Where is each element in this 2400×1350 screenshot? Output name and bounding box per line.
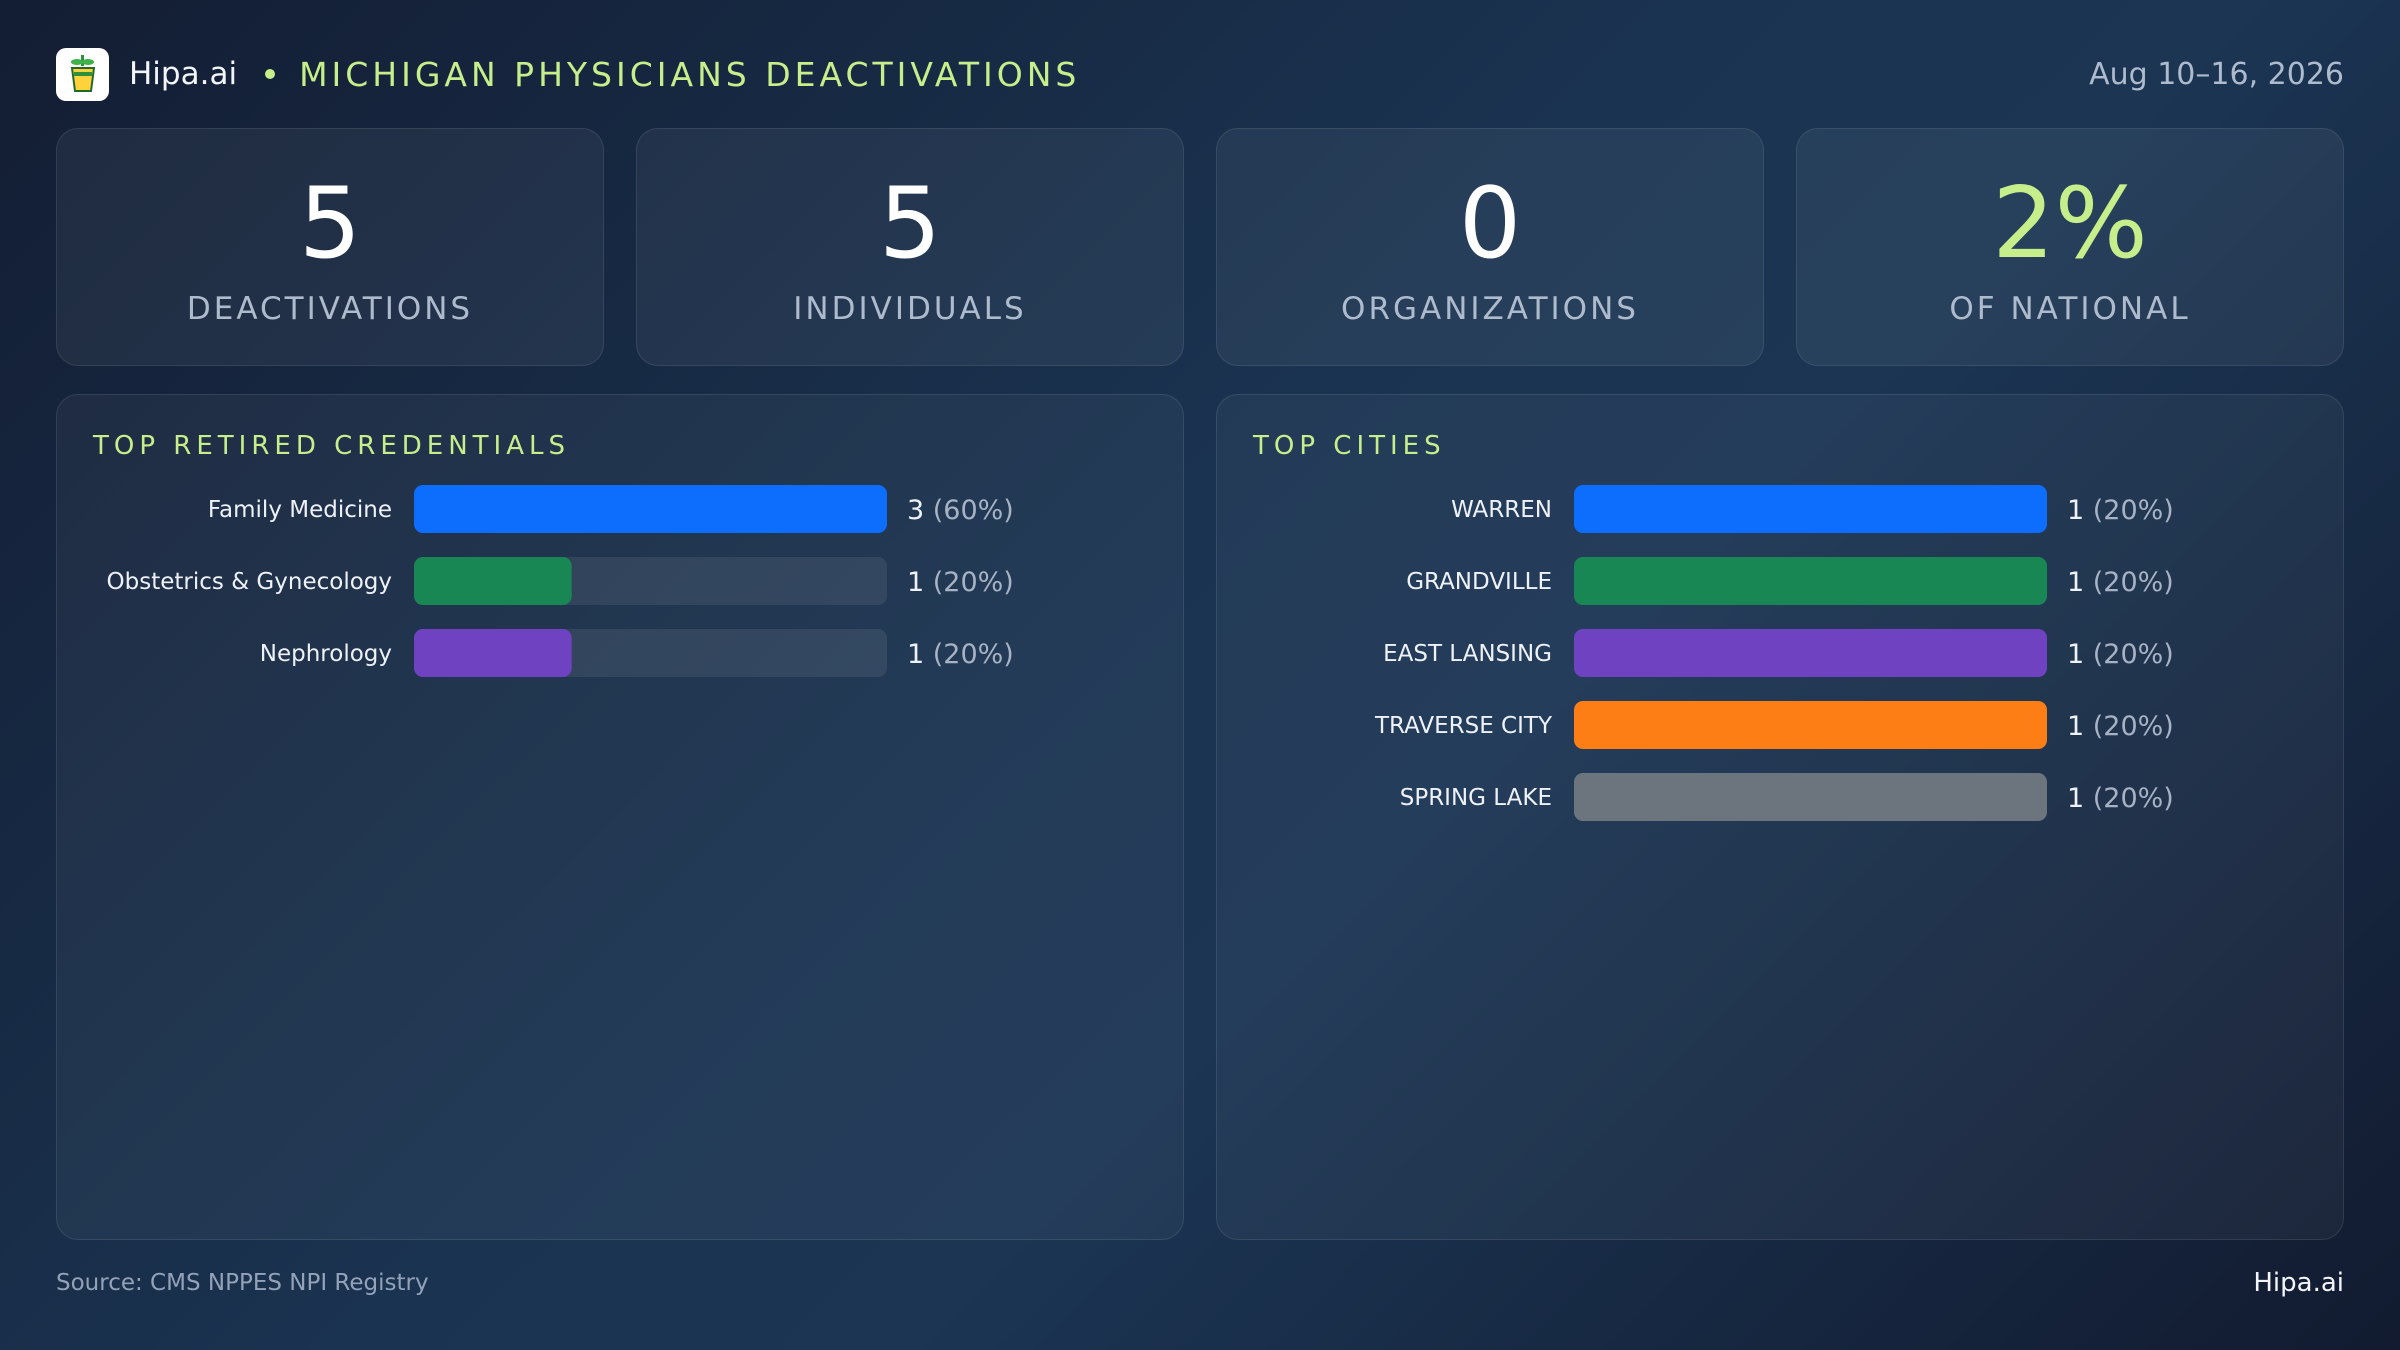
category-label: WARREN	[1451, 497, 1552, 523]
bar	[1574, 773, 2047, 821]
panel-title: TOP CITIES	[1253, 431, 1446, 461]
bar	[1574, 701, 2047, 749]
kpi-row: 5 DEACTIVATIONS 5 INDIVIDUALS 0 ORGANIZA…	[56, 128, 2344, 366]
value-label: 1 (20%)	[2067, 783, 2174, 814]
date-range: Aug 10–16, 2026	[2089, 56, 2344, 92]
value-label: 3 (60%)	[907, 495, 1014, 526]
kpi-label: INDIVIDUALS	[793, 291, 1027, 327]
credentials-panel: TOP RETIRED CREDENTIALS Family Medicine 3…	[56, 394, 1184, 1240]
brand-name: Hipa.ai	[129, 56, 238, 92]
page-title: MICHIGAN PHYSICIANS DEACTIVATIONS	[299, 54, 1081, 94]
category-label: SPRING LAKE	[1400, 785, 1552, 811]
value-label: 1 (20%)	[2067, 495, 2174, 526]
separator-dot	[265, 69, 276, 79]
bar	[1574, 557, 2047, 605]
value-label: 1 (20%)	[907, 567, 1014, 598]
bar	[414, 485, 887, 533]
kpi-label: DEACTIVATIONS	[186, 291, 474, 327]
kpi-value: 0	[1458, 167, 1522, 281]
header: Hipa.ai MICHIGAN PHYSICIANS DEACTIVATION…	[56, 46, 2344, 102]
category-label: EAST LANSING	[1383, 641, 1552, 667]
value-label: 1 (20%)	[907, 639, 1014, 670]
kpi-card-national-share: 2% OF NATIONAL	[1796, 128, 2344, 366]
bar	[1574, 485, 2047, 533]
bar	[414, 629, 572, 677]
category-label: TRAVERSE CITY	[1374, 713, 1553, 739]
category-label: Nephrology	[260, 641, 392, 667]
category-label: GRANDVILLE	[1406, 569, 1552, 595]
source-note: Source: CMS NPPES NPI Registry	[56, 1270, 429, 1296]
category-label: Family Medicine	[208, 497, 392, 523]
cup-logo-icon	[56, 47, 109, 101]
kpi-card-deactivations: 5 DEACTIVATIONS	[56, 128, 604, 366]
kpi-card-individuals: 5 INDIVIDUALS	[636, 128, 1184, 366]
kpi-label: ORGANIZATIONS	[1341, 291, 1639, 327]
footer-brand: Hipa.ai	[2253, 1268, 2344, 1298]
kpi-label: OF NATIONAL	[1949, 291, 2191, 327]
value-label: 1 (20%)	[2067, 567, 2174, 598]
kpi-card-organizations: 0 ORGANIZATIONS	[1216, 128, 1764, 366]
cities-panel: TOP CITIES WARREN 1 (20%) GRANDVILLE 1 (20%…	[1216, 394, 2344, 1240]
cities-bar-chart: WARREN 1 (20%) GRANDVILLE 1 (20%) EAST LANSI…	[1374, 485, 2174, 821]
value-label: 1 (20%)	[2067, 711, 2174, 742]
kpi-value: 5	[878, 167, 942, 281]
kpi-value: 5	[298, 167, 362, 281]
credentials-bar-chart: Family Medicine 3 (60%) Obstetrics & Gynec…	[107, 485, 1014, 677]
category-label: Obstetrics & Gynecology	[107, 569, 392, 595]
bar	[414, 557, 572, 605]
kpi-value: 2%	[1992, 167, 2148, 281]
value-label: 1 (20%)	[2067, 639, 2174, 670]
bar	[1574, 629, 2047, 677]
panel-title: TOP RETIRED CREDENTIALS	[93, 431, 570, 461]
